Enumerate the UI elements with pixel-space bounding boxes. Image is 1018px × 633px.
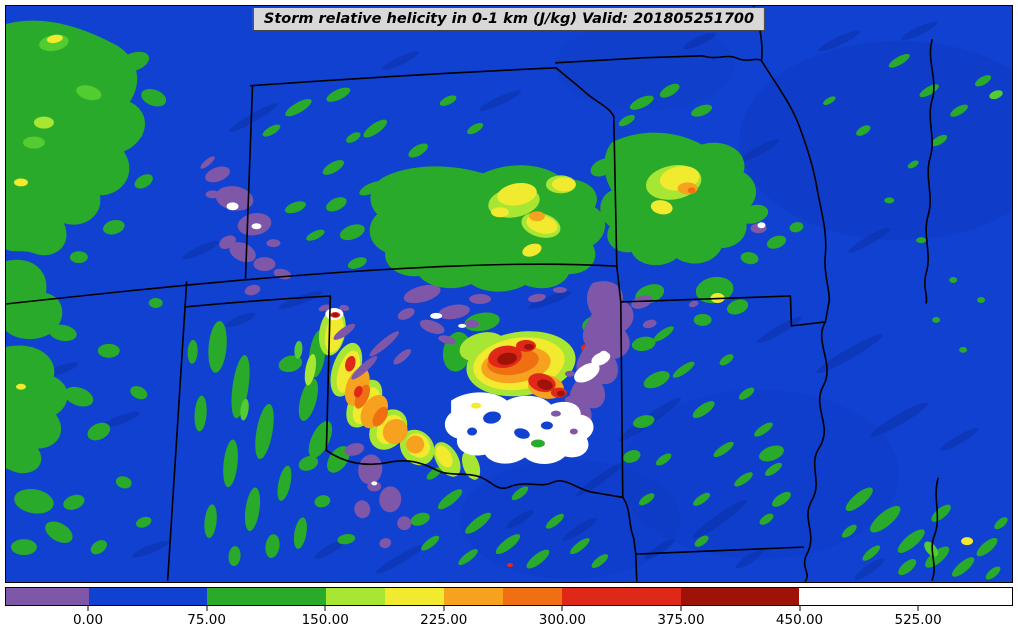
- colorbar-tick-label: 75.00: [187, 612, 226, 628]
- colorbar-segment-white_max: [798, 588, 1012, 605]
- border-texas-oklahoma-100w: [325, 295, 332, 452]
- border-nebraska-kansas: [249, 66, 557, 87]
- border-colorado-kansas: [244, 84, 254, 279]
- border-tennessee-river-upper: [923, 39, 935, 304]
- border-ok-panhandle-south: [183, 295, 332, 308]
- border-red-river: [325, 449, 624, 499]
- border-37n-co-nm-ks-ok: [6, 263, 617, 305]
- border-oklahoma-arkansas: [619, 301, 624, 499]
- figure-title: Storm relative helicity in 0-1 km (J/kg)…: [252, 7, 766, 31]
- colorbar-tick: [917, 606, 919, 611]
- border-iowa-missouri: [555, 55, 763, 64]
- colorbar-segment-dark_red: [680, 588, 799, 605]
- colorbar-tick-label: 150.00: [301, 612, 349, 628]
- helicity-map-svg: [6, 6, 1012, 582]
- border-mississippi-river-upper: [752, 6, 831, 301]
- colorbar-tick-label: 0.00: [72, 612, 104, 628]
- colorbar-tick-label: 375.00: [657, 612, 705, 628]
- border-missouri-west: [555, 66, 622, 303]
- map-plot-area: [5, 5, 1013, 583]
- colorbar-segment-orange: [443, 588, 504, 605]
- colorbar-segment-green: [207, 588, 326, 605]
- colorbar-segment-yellow_green: [325, 588, 385, 605]
- border-missouri-arkansas-bootheel: [619, 295, 831, 327]
- border-new-mexico-texas: [166, 281, 188, 581]
- border-river-lower-right: [931, 477, 939, 581]
- state-borders: [6, 6, 939, 582]
- white-max-region: [226, 202, 766, 486]
- colorbar-segment-purple: [6, 588, 89, 605]
- border-mississippi-river-lower: [803, 321, 828, 582]
- white-region-speckles: [330, 311, 578, 568]
- colorbar-tick: [561, 606, 563, 611]
- colorbar-segment-yellow: [384, 588, 444, 605]
- colorbar-tick: [324, 606, 326, 611]
- colorbar-tick: [799, 606, 801, 611]
- colorbar: [5, 587, 1013, 606]
- colorbar-tick: [680, 606, 682, 611]
- colorbar-segment-blue: [88, 588, 208, 605]
- colorbar-segment-red: [562, 588, 681, 605]
- colorbar-tick-label: 525.00: [894, 612, 942, 628]
- colorbar-tick: [87, 606, 89, 611]
- border-texas-arkansas-louisiana: [621, 496, 805, 582]
- colorbar-tick: [443, 606, 445, 611]
- colorbar-segment-orange_deep: [503, 588, 563, 605]
- srh-green-areas: [6, 20, 1008, 580]
- colorbar-tick: [206, 606, 208, 611]
- colorbar-tick-label: 225.00: [420, 612, 468, 628]
- colorbar-tick-label: 450.00: [775, 612, 824, 628]
- colorbar-tick-label: 300.00: [538, 612, 586, 628]
